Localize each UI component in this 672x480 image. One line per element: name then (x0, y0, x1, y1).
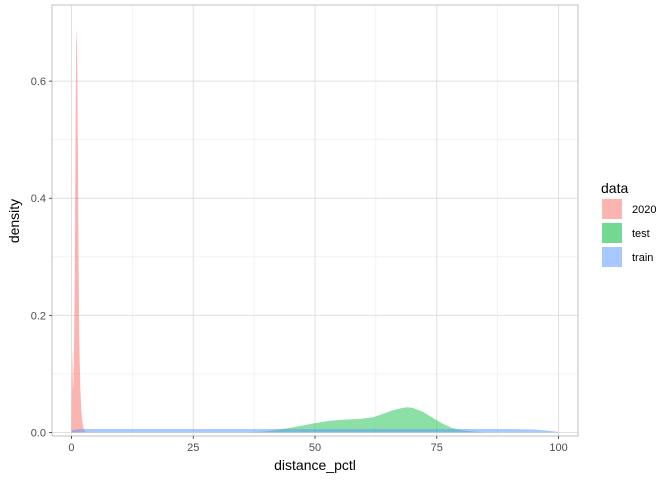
density-areas (71, 28, 559, 433)
x-tick-label: 25 (187, 442, 199, 454)
x-axis-title: distance_pctl (274, 457, 356, 473)
axis-ticks: 0 25 50 75 100 0.0 0.2 0.4 0.6 (31, 76, 568, 454)
density-area-train (71, 428, 559, 433)
y-tick-label: 0.2 (31, 310, 46, 322)
legend-key-2020 (602, 199, 622, 219)
x-tick-label: 75 (431, 442, 443, 454)
y-axis-title: density (6, 199, 22, 243)
y-tick-label: 0.6 (31, 76, 46, 88)
density-area-test (246, 407, 486, 433)
density-area-2020 (71, 28, 87, 433)
x-tick-label: 50 (309, 442, 321, 454)
grid-layer (52, 5, 578, 436)
x-tick-label: 0 (68, 442, 74, 454)
x-tick-label: 100 (549, 442, 567, 454)
legend-keys: 2020 test train (602, 199, 656, 267)
legend: data 2020 test train (601, 180, 656, 267)
y-tick-label: 0.0 (31, 427, 46, 439)
legend-key-test (602, 223, 622, 243)
legend-key-train (602, 247, 622, 267)
legend-label-test: test (632, 228, 650, 240)
legend-title: data (601, 180, 628, 196)
legend-label-train: train (632, 252, 653, 264)
legend-label-2020: 2020 (632, 204, 656, 216)
y-tick-label: 0.4 (31, 193, 46, 205)
